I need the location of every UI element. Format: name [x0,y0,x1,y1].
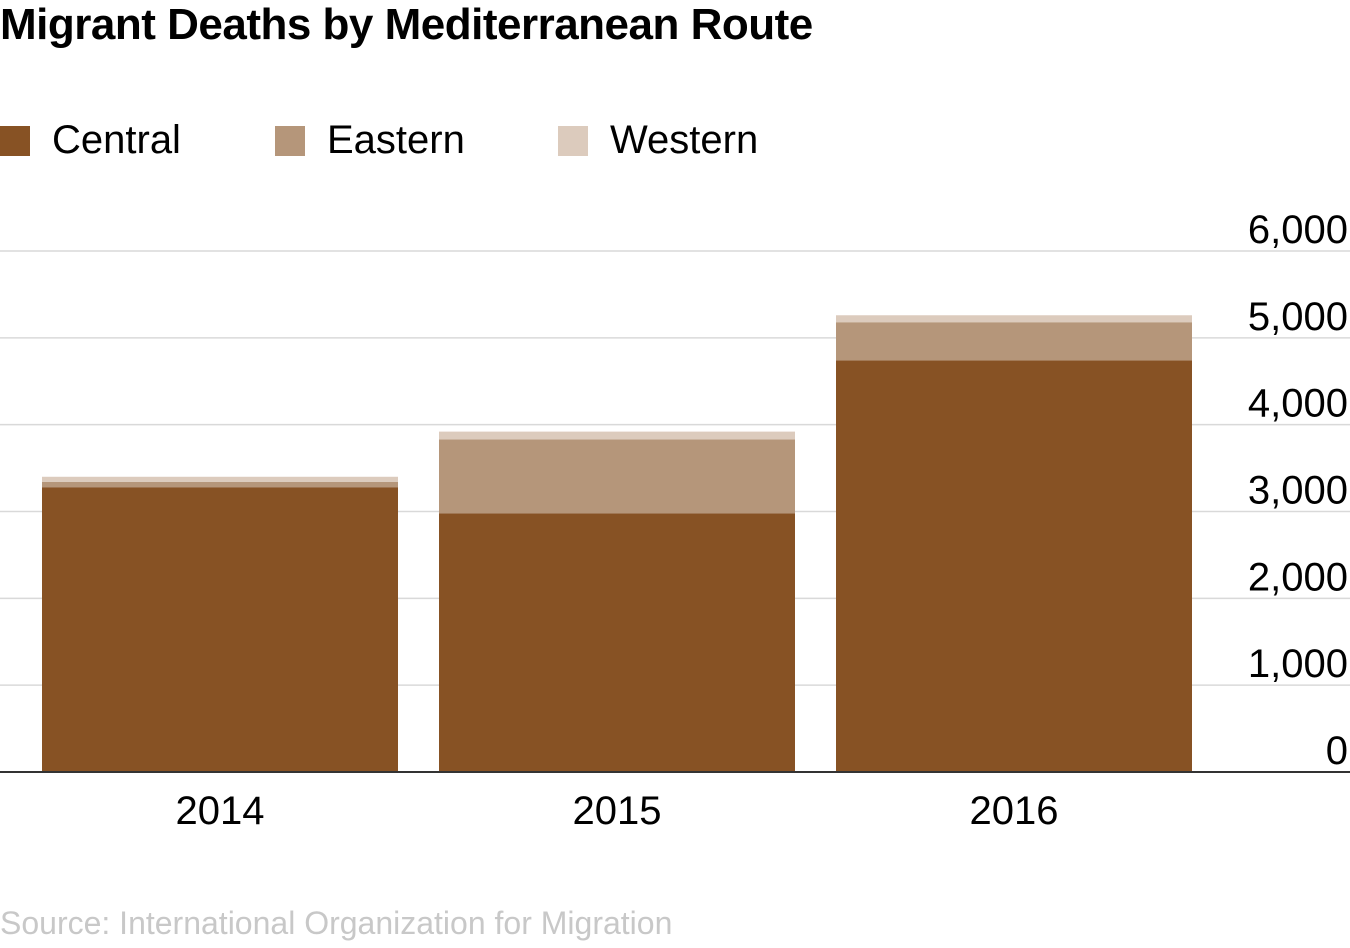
bar-2015-eastern [439,439,795,514]
bar-2016-western [836,315,1192,323]
y-tick-label-1000: 1,000 [1248,642,1348,686]
chart-title: Migrant Deaths by Mediterranean Route [0,0,813,49]
y-tick-label-4000: 4,000 [1248,382,1348,426]
bar-2016-central [836,360,1192,772]
y-tick-label-0: 0 [1326,729,1348,773]
bar-2014-central [42,487,398,772]
y-tick-label-5000: 5,000 [1248,295,1348,339]
y-tick-label-2000: 2,000 [1248,555,1348,599]
legend-label-central: Central [52,118,181,162]
bar-2016-eastern [836,322,1192,361]
x-tick-label-2015: 2015 [573,789,662,833]
bar-2015-western [439,431,795,440]
bar-2015-central [439,513,795,772]
y-tick-label-3000: 3,000 [1248,469,1348,513]
bar-2014-eastern [42,481,398,488]
bar-2014-western [42,476,398,482]
legend-swatch-western [558,126,588,156]
legend-swatch-central [0,126,30,156]
legend-label-eastern: Eastern [327,118,465,162]
x-tick-label-2016: 2016 [970,789,1059,833]
y-tick-label-6000: 6,000 [1248,208,1348,252]
x-tick-label-2014: 2014 [176,789,265,833]
legend-swatch-eastern [275,126,305,156]
legend-label-western: Western [610,118,759,162]
source-note: Source: International Organization for M… [0,905,673,941]
